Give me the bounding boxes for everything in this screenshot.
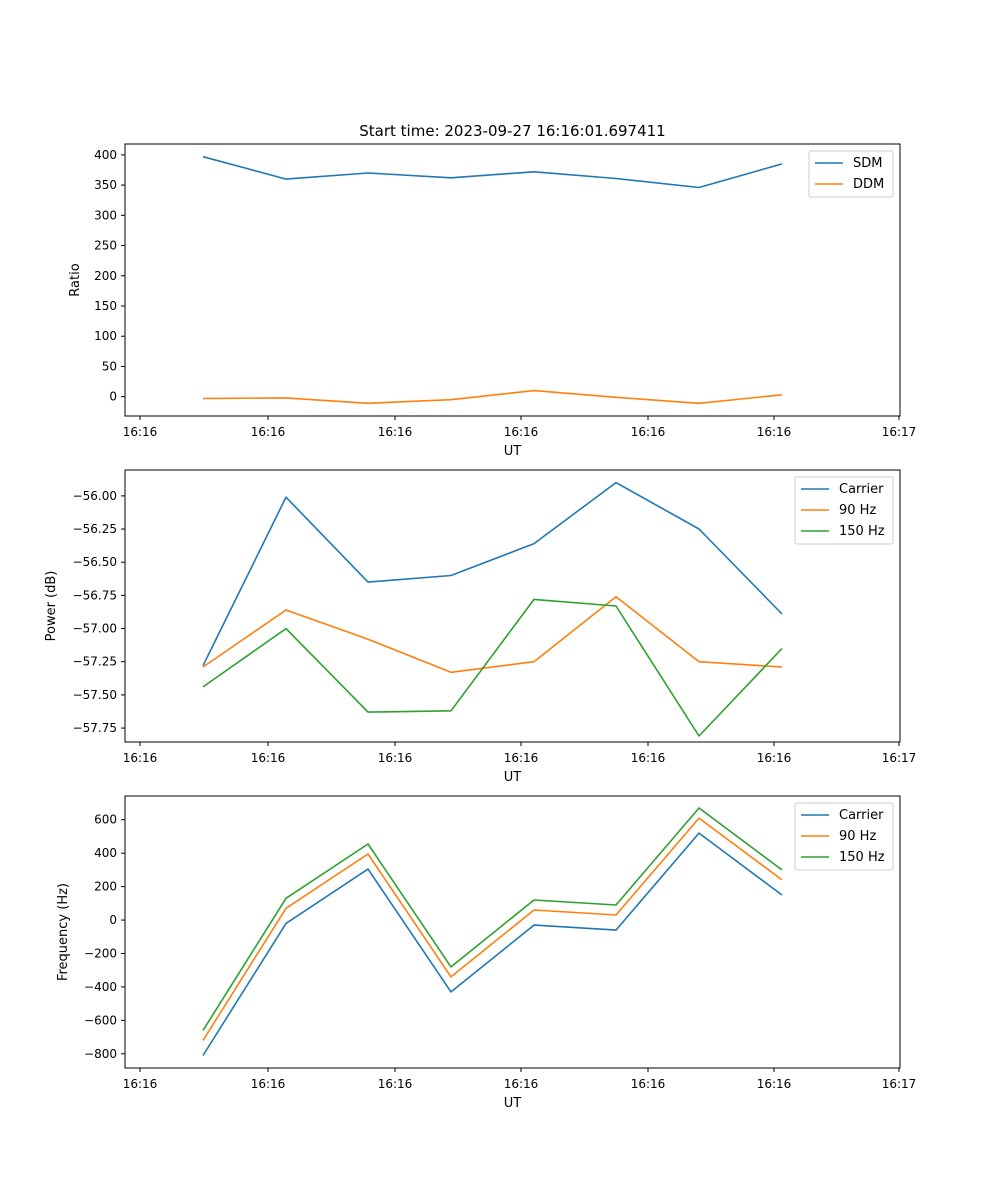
x-tick-label: 16:16 <box>123 425 158 439</box>
y-tick-label: 200 <box>94 880 117 894</box>
panel-2: 16:16 16:16 16:16 16:16 16:16 16:16 16:17 UT −57… <box>44 469 917 785</box>
y-tick-label: 200 <box>94 269 117 283</box>
y-tick-label: 300 <box>94 208 117 222</box>
y-tick-label: −56.25 <box>73 522 117 536</box>
y-tick-label: −57.00 <box>73 622 117 636</box>
x-tick-label: 16:16 <box>123 751 158 765</box>
x-tick-label: 16:16 <box>504 1077 539 1091</box>
series-line-90-hz <box>202 595 783 674</box>
y-tick-label: −57.25 <box>73 655 117 669</box>
x-axis-label: UT <box>504 1096 522 1111</box>
y-tick-label: 600 <box>94 813 117 827</box>
x-tick-label: 16:16 <box>504 751 539 765</box>
y-tick-label: −400 <box>84 980 117 994</box>
x-tick-label: 16:16 <box>631 1077 666 1091</box>
legend-label: 90 Hz <box>839 829 876 844</box>
x-tick-label: 16:16 <box>757 751 792 765</box>
y-tick-label: −57.50 <box>73 688 117 702</box>
legend-box <box>794 802 894 871</box>
legend: Carrier 90 Hz 150 Hz <box>794 476 894 545</box>
series-line-carrier <box>202 832 783 1056</box>
legend-label: 150 Hz <box>839 524 885 539</box>
panel-3: 16:16 16:16 16:16 16:16 16:16 16:16 16:17 UT −80… <box>56 795 917 1111</box>
x-tick-label: 16:16 <box>378 425 413 439</box>
x-tick-label: 16:17 <box>882 751 917 765</box>
y-axis-label: Power (dB) <box>44 571 59 642</box>
legend-label: Carrier <box>839 482 884 497</box>
y-tick-label: 250 <box>94 239 117 253</box>
series-line-150-hz <box>202 598 783 737</box>
series-line-sdm <box>202 155 783 189</box>
y-tick-label: −600 <box>84 1013 117 1027</box>
x-tick-label: 16:17 <box>882 425 917 439</box>
x-tick-label: 16:16 <box>631 751 666 765</box>
x-tick-label: 16:16 <box>251 425 286 439</box>
x-tick-label: 16:16 <box>757 1077 792 1091</box>
x-tick-label: 16:16 <box>251 1077 286 1091</box>
y-tick-label: 100 <box>94 329 117 343</box>
legend-label: DDM <box>853 177 884 192</box>
x-tick-label: 16:16 <box>631 425 666 439</box>
y-tick-label: −56.75 <box>73 588 117 602</box>
legend: SDM DDM <box>808 150 894 198</box>
axes-frame <box>124 469 901 743</box>
y-tick-label: 400 <box>94 148 117 162</box>
legend-label: SDM <box>853 156 882 171</box>
y-tick-label: 50 <box>102 359 117 373</box>
x-tick-label: 16:16 <box>378 751 413 765</box>
axes-frame <box>124 795 901 1069</box>
series-line-carrier <box>202 481 783 667</box>
x-axis-label: UT <box>504 444 522 459</box>
y-tick-label: 350 <box>94 178 117 192</box>
y-tick-label: −56.50 <box>73 555 117 569</box>
legend: Carrier 90 Hz 150 Hz <box>794 802 894 871</box>
y-tick-label: 0 <box>109 390 117 404</box>
series-line-90-hz <box>202 817 783 1041</box>
y-axis-label: Frequency (Hz) <box>56 883 71 981</box>
legend-label: 150 Hz <box>839 850 885 865</box>
x-axis-label: UT <box>504 770 522 785</box>
x-tick-label: 16:16 <box>251 751 286 765</box>
legend-label: 90 Hz <box>839 503 876 518</box>
series-line-ddm <box>202 389 783 405</box>
x-tick-label: 16:16 <box>378 1077 413 1091</box>
chart-title: Start time: 2023-09-27 16:16:01.697411 <box>359 122 665 140</box>
x-tick-label: 16:16 <box>504 425 539 439</box>
y-tick-label: −200 <box>84 946 117 960</box>
y-tick-label: 0 <box>109 913 117 927</box>
series-line-150-hz <box>202 807 783 1031</box>
y-tick-label: −56.00 <box>73 489 117 503</box>
y-tick-label: −800 <box>84 1047 117 1061</box>
x-tick-label: 16:16 <box>123 1077 158 1091</box>
x-tick-label: 16:16 <box>757 425 792 439</box>
legend-label: Carrier <box>839 808 884 823</box>
panel-1: Start time: 2023-09-27 16:16:01.697411 16… <box>68 122 916 459</box>
y-axis-label: Ratio <box>68 263 83 296</box>
y-tick-label: 150 <box>94 299 117 313</box>
y-tick-label: −57.75 <box>73 721 117 735</box>
legend-box <box>794 476 894 545</box>
y-tick-label: 400 <box>94 846 117 860</box>
axes-frame <box>124 143 901 417</box>
x-tick-label: 16:17 <box>882 1077 917 1091</box>
